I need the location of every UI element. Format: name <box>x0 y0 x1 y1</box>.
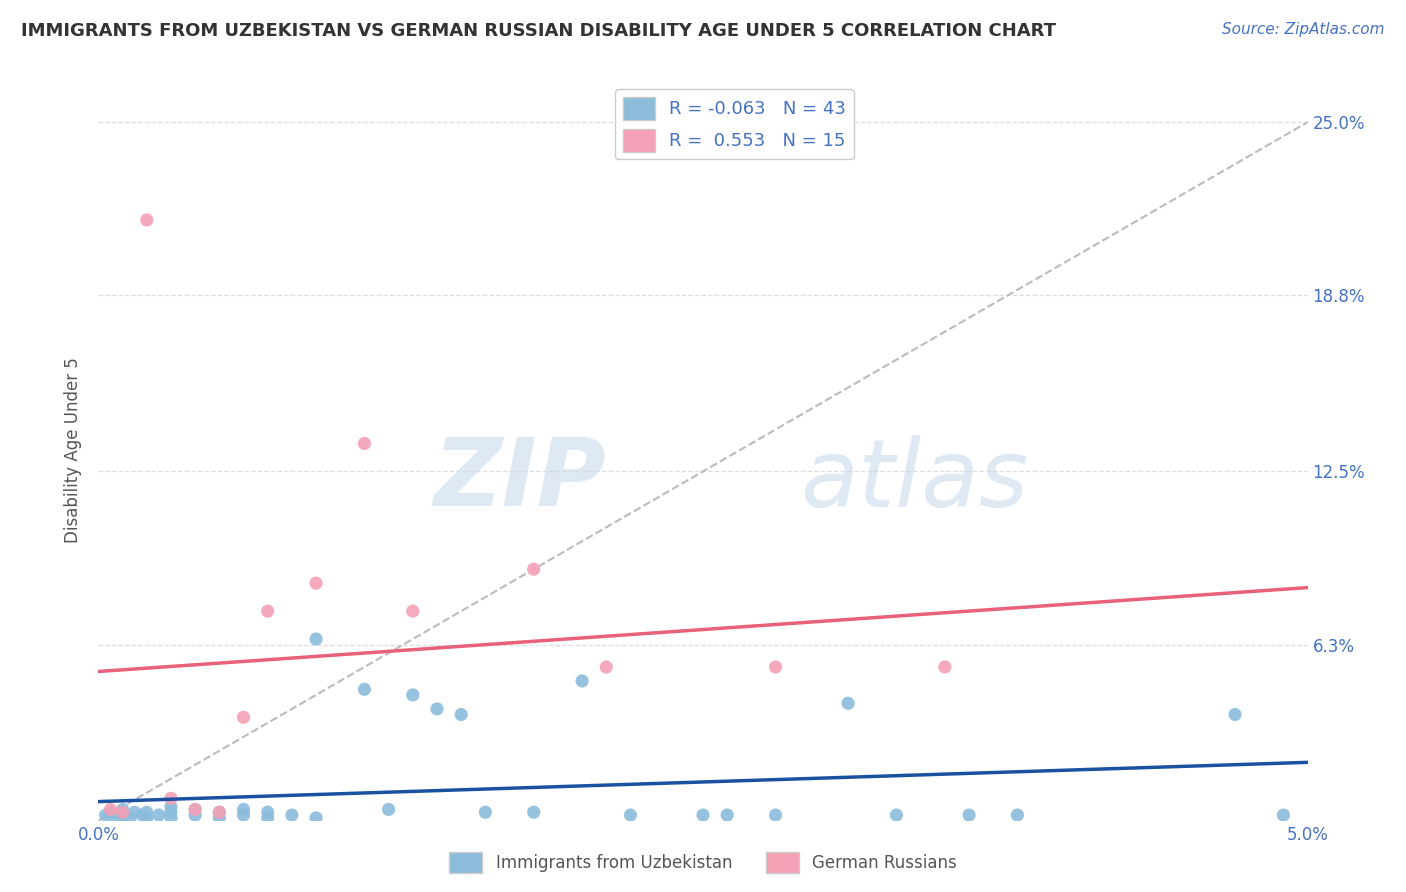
Point <box>426 702 449 716</box>
Point <box>208 805 231 820</box>
Point <box>184 802 207 816</box>
Point <box>281 808 304 822</box>
Point <box>160 811 183 825</box>
Point <box>450 707 472 722</box>
Point <box>100 802 122 816</box>
Point <box>135 811 157 825</box>
Point <box>1272 808 1295 822</box>
Point <box>305 632 328 646</box>
Point <box>124 805 146 820</box>
Point <box>160 799 183 814</box>
Point <box>104 811 127 825</box>
Point <box>232 710 254 724</box>
Point <box>837 696 859 710</box>
Point <box>305 811 328 825</box>
Point <box>957 808 980 822</box>
Point <box>256 811 278 825</box>
Point <box>232 808 254 822</box>
Point <box>523 805 546 820</box>
Point <box>148 808 170 822</box>
Point <box>523 562 546 576</box>
Point <box>131 808 153 822</box>
Point <box>1007 808 1029 822</box>
Point <box>118 811 141 825</box>
Point <box>353 436 375 450</box>
Y-axis label: Disability Age Under 5: Disability Age Under 5 <box>65 358 83 543</box>
Point <box>111 805 134 820</box>
Point <box>135 213 157 227</box>
Point <box>94 808 117 822</box>
Point <box>571 673 593 688</box>
Point <box>692 808 714 822</box>
Point <box>595 660 617 674</box>
Point <box>208 805 231 820</box>
Point <box>184 808 207 822</box>
Point <box>402 604 425 618</box>
Point <box>135 805 157 820</box>
Text: ZIP: ZIP <box>433 434 606 526</box>
Point <box>619 808 641 822</box>
Text: atlas: atlas <box>800 434 1028 525</box>
Point <box>765 808 787 822</box>
Point <box>256 604 278 618</box>
Point <box>1223 707 1246 722</box>
Point <box>160 805 183 820</box>
Point <box>100 805 122 820</box>
Point <box>305 576 328 591</box>
Text: IMMIGRANTS FROM UZBEKISTAN VS GERMAN RUSSIAN DISABILITY AGE UNDER 5 CORRELATION : IMMIGRANTS FROM UZBEKISTAN VS GERMAN RUS… <box>21 22 1056 40</box>
Point <box>886 808 908 822</box>
Point <box>232 802 254 816</box>
Point <box>111 802 134 816</box>
Point <box>256 805 278 820</box>
Point <box>111 808 134 822</box>
Point <box>716 808 738 822</box>
Point <box>353 682 375 697</box>
Point <box>184 802 207 816</box>
Point <box>208 811 231 825</box>
Legend: Immigrants from Uzbekistan, German Russians: Immigrants from Uzbekistan, German Russi… <box>443 846 963 880</box>
Legend: R = -0.063   N = 43, R =  0.553   N = 15: R = -0.063 N = 43, R = 0.553 N = 15 <box>616 89 853 159</box>
Point <box>474 805 496 820</box>
Point <box>160 791 183 805</box>
Point <box>377 802 399 816</box>
Point <box>765 660 787 674</box>
Point <box>934 660 956 674</box>
Point <box>402 688 425 702</box>
Text: Source: ZipAtlas.com: Source: ZipAtlas.com <box>1222 22 1385 37</box>
